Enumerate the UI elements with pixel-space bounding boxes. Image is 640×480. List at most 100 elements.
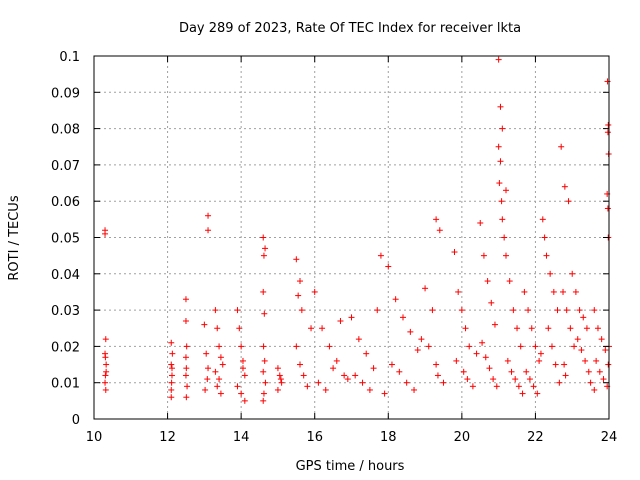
data-point bbox=[552, 361, 559, 368]
data-point bbox=[605, 361, 612, 368]
data-point bbox=[261, 357, 268, 364]
x-tick-label: 22 bbox=[527, 430, 544, 445]
y-tick-label: 0.09 bbox=[51, 86, 80, 101]
data-point bbox=[587, 379, 594, 386]
data-point bbox=[605, 121, 612, 128]
data-point bbox=[490, 376, 497, 383]
data-point bbox=[260, 288, 267, 295]
data-point bbox=[534, 390, 541, 397]
data-point bbox=[182, 372, 189, 379]
data-point bbox=[576, 307, 583, 314]
data-point bbox=[433, 361, 440, 368]
data-point bbox=[547, 270, 554, 277]
data-point bbox=[414, 347, 421, 354]
data-point bbox=[260, 397, 267, 404]
data-point bbox=[102, 372, 109, 379]
data-point bbox=[238, 390, 245, 397]
data-point bbox=[499, 216, 506, 223]
data-point bbox=[604, 78, 611, 85]
data-point bbox=[337, 317, 344, 324]
data-point bbox=[425, 343, 432, 350]
data-point bbox=[238, 343, 245, 350]
data-point bbox=[545, 325, 552, 332]
data-point bbox=[585, 368, 592, 375]
data-point bbox=[580, 314, 587, 321]
data-point bbox=[311, 288, 318, 295]
data-point bbox=[460, 368, 467, 375]
data-point bbox=[212, 307, 219, 314]
data-point bbox=[499, 125, 506, 132]
data-point bbox=[495, 56, 502, 63]
data-point bbox=[241, 397, 248, 404]
data-point bbox=[491, 321, 498, 328]
data-point bbox=[202, 386, 209, 393]
data-point bbox=[571, 343, 578, 350]
data-point bbox=[407, 328, 414, 335]
data-point bbox=[508, 368, 515, 375]
data-point bbox=[519, 390, 526, 397]
data-point bbox=[204, 376, 211, 383]
data-point bbox=[464, 376, 471, 383]
data-point bbox=[550, 288, 557, 295]
data-point bbox=[274, 386, 281, 393]
data-point bbox=[562, 372, 569, 379]
data-point bbox=[503, 252, 509, 259]
data-point bbox=[370, 365, 377, 372]
data-point bbox=[295, 292, 302, 299]
data-point bbox=[536, 357, 543, 364]
data-point bbox=[396, 368, 403, 375]
x-tick-label: 20 bbox=[454, 430, 471, 445]
data-point bbox=[569, 270, 576, 277]
data-point bbox=[543, 252, 550, 259]
data-point bbox=[451, 249, 458, 256]
data-point bbox=[260, 252, 267, 259]
data-point bbox=[440, 379, 447, 386]
data-point bbox=[537, 350, 544, 357]
data-point bbox=[168, 372, 175, 379]
data-point bbox=[366, 386, 373, 393]
x-tick-label: 24 bbox=[601, 430, 618, 445]
data-point bbox=[591, 307, 598, 314]
data-point bbox=[497, 158, 504, 165]
data-point bbox=[298, 307, 305, 314]
data-point bbox=[418, 336, 425, 343]
y-tick-label: 0.1 bbox=[59, 50, 80, 65]
data-point bbox=[205, 227, 212, 234]
x-axis-title: GPS time / hours bbox=[296, 459, 405, 474]
data-point bbox=[429, 307, 436, 314]
y-tick-label: 0.08 bbox=[51, 123, 80, 138]
data-points bbox=[102, 56, 612, 404]
data-point bbox=[400, 314, 406, 321]
data-point bbox=[388, 361, 395, 368]
data-point bbox=[330, 365, 337, 372]
data-point bbox=[214, 383, 221, 390]
y-tick-label: 0.04 bbox=[51, 268, 80, 283]
data-point bbox=[512, 376, 519, 383]
y-tick-label: 0.03 bbox=[51, 304, 80, 319]
data-point bbox=[377, 252, 384, 259]
data-point bbox=[530, 383, 537, 390]
data-point bbox=[514, 325, 521, 332]
data-point bbox=[473, 350, 480, 357]
data-point bbox=[503, 187, 509, 194]
data-point bbox=[216, 376, 223, 383]
data-point bbox=[260, 390, 267, 397]
data-point bbox=[563, 307, 570, 314]
data-point bbox=[453, 357, 460, 364]
data-point bbox=[374, 307, 381, 314]
data-point bbox=[260, 234, 267, 241]
data-point bbox=[217, 354, 224, 361]
data-point bbox=[169, 350, 176, 357]
data-point bbox=[293, 343, 300, 350]
data-point bbox=[583, 325, 590, 332]
data-point bbox=[103, 368, 110, 375]
data-point bbox=[183, 394, 190, 401]
data-point bbox=[201, 321, 208, 328]
data-point bbox=[319, 325, 326, 332]
data-point bbox=[504, 357, 511, 364]
data-point bbox=[277, 376, 284, 383]
data-point bbox=[308, 325, 315, 332]
data-point bbox=[403, 379, 410, 386]
data-point bbox=[168, 365, 175, 372]
